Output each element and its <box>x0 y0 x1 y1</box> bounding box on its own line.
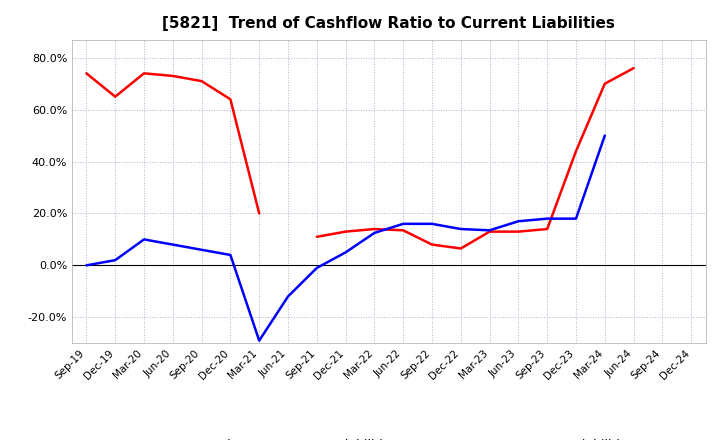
Operating CF to Current Liabilities <box>168 73 177 79</box>
Line: Free CF to Current Liabilities: Free CF to Current Liabilities <box>86 136 605 341</box>
Operating CF to Current Liabilities <box>312 234 321 239</box>
Free CF to Current Liabilities <box>572 216 580 221</box>
Free CF to Current Liabilities <box>312 265 321 271</box>
Title: [5821]  Trend of Cashflow Ratio to Current Liabilities: [5821] Trend of Cashflow Ratio to Curren… <box>163 16 615 32</box>
Operating CF to Current Liabilities <box>226 97 235 102</box>
Line: Operating CF to Current Liabilities: Operating CF to Current Liabilities <box>86 68 634 249</box>
Operating CF to Current Liabilities <box>428 242 436 247</box>
Operating CF to Current Liabilities <box>197 78 206 84</box>
Free CF to Current Liabilities <box>399 221 408 227</box>
Free CF to Current Liabilities <box>111 257 120 263</box>
Operating CF to Current Liabilities <box>485 229 494 234</box>
Free CF to Current Liabilities <box>341 250 350 255</box>
Free CF to Current Liabilities <box>428 221 436 227</box>
Operating CF to Current Liabilities <box>543 227 552 232</box>
Free CF to Current Liabilities <box>514 219 523 224</box>
Operating CF to Current Liabilities <box>572 149 580 154</box>
Operating CF to Current Liabilities <box>629 66 638 71</box>
Operating CF to Current Liabilities <box>370 227 379 232</box>
Operating CF to Current Liabilities <box>140 71 148 76</box>
Free CF to Current Liabilities <box>600 133 609 138</box>
Operating CF to Current Liabilities <box>456 246 465 251</box>
Free CF to Current Liabilities <box>140 237 148 242</box>
Free CF to Current Liabilities <box>82 263 91 268</box>
Free CF to Current Liabilities <box>543 216 552 221</box>
Operating CF to Current Liabilities <box>82 71 91 76</box>
Free CF to Current Liabilities <box>255 338 264 343</box>
Free CF to Current Liabilities <box>168 242 177 247</box>
Operating CF to Current Liabilities <box>341 229 350 234</box>
Operating CF to Current Liabilities <box>399 227 408 233</box>
Free CF to Current Liabilities <box>197 247 206 253</box>
Operating CF to Current Liabilities <box>255 211 264 216</box>
Legend: Operating CF to Current Liabilities, Free CF to Current Liabilities: Operating CF to Current Liabilities, Fre… <box>138 434 639 440</box>
Free CF to Current Liabilities <box>284 294 292 299</box>
Operating CF to Current Liabilities <box>514 229 523 234</box>
Operating CF to Current Liabilities <box>111 94 120 99</box>
Operating CF to Current Liabilities <box>600 81 609 86</box>
Free CF to Current Liabilities <box>456 227 465 232</box>
Free CF to Current Liabilities <box>485 227 494 233</box>
Free CF to Current Liabilities <box>226 252 235 257</box>
Free CF to Current Liabilities <box>370 230 379 235</box>
